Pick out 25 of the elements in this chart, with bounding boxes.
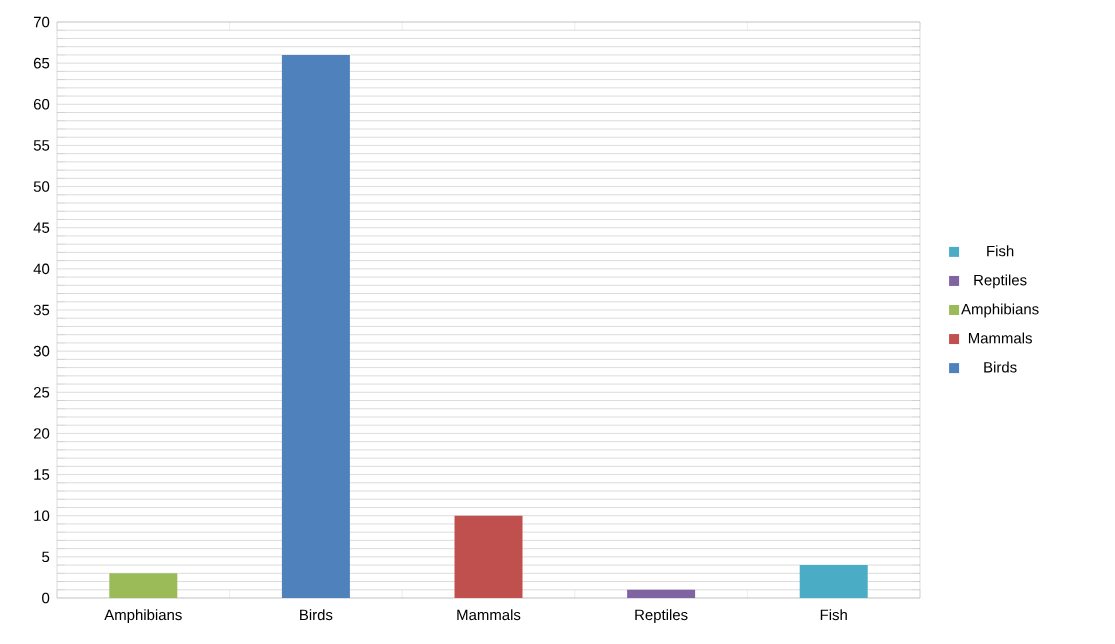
y-tick-label: 35 bbox=[33, 304, 50, 316]
legend-label: Birds bbox=[984, 361, 1017, 373]
legend-label: Reptiles bbox=[974, 274, 1027, 289]
legend-label: Amphibians bbox=[961, 303, 1039, 318]
x-tick-label: Birds bbox=[300, 609, 333, 621]
y-tick-label: 45 bbox=[33, 222, 50, 233]
y-tick-label: 5 bbox=[42, 551, 50, 563]
x-tick-label: Amphibians bbox=[104, 609, 182, 624]
y-tick-label: 50 bbox=[33, 181, 50, 192]
y-tick-label: 40 bbox=[33, 263, 50, 275]
y-tick-label: 70 bbox=[33, 16, 50, 28]
y-tick-label: 20 bbox=[33, 428, 50, 439]
legend-label: Fish bbox=[987, 245, 1014, 257]
x-tick-label: Fish bbox=[820, 609, 847, 621]
legend-label: Mammals bbox=[968, 332, 1032, 344]
y-tick-label: 55 bbox=[33, 140, 50, 151]
y-tick-label: 30 bbox=[33, 345, 50, 357]
y-tick-label: 0 bbox=[42, 592, 50, 604]
y-tick-label: 25 bbox=[33, 386, 50, 398]
x-tick-label: Mammals bbox=[457, 609, 521, 621]
x-tick-label: Reptiles bbox=[635, 609, 688, 624]
y-tick-label: 60 bbox=[33, 99, 50, 110]
y-tick-label: 15 bbox=[34, 469, 50, 480]
y-tick-label: 65 bbox=[33, 57, 50, 69]
y-tick-label: 10 bbox=[34, 510, 50, 521]
